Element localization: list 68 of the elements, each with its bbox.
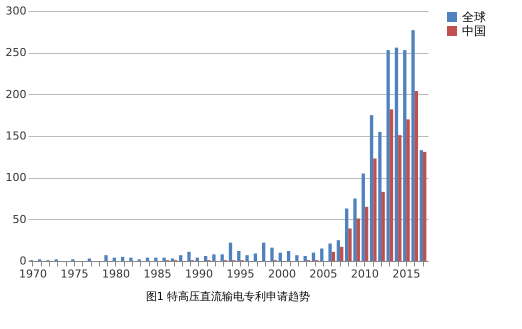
x-tick-label: 1990 <box>184 268 213 280</box>
bar <box>286 251 290 261</box>
bar <box>120 256 124 261</box>
bar <box>353 198 357 261</box>
bar <box>398 135 402 261</box>
bar <box>112 258 116 261</box>
bar <box>423 152 426 261</box>
bar <box>370 115 374 261</box>
bar <box>336 240 340 261</box>
y-tick-label: 100 <box>6 171 26 184</box>
bar <box>406 119 410 261</box>
bar <box>345 208 348 261</box>
x-tick-label: 2005 <box>309 268 338 280</box>
bar <box>204 256 208 261</box>
bar <box>364 206 368 261</box>
bar <box>411 30 415 261</box>
bar <box>378 132 382 261</box>
bar <box>332 252 336 261</box>
legend-label: 全球 <box>462 10 486 24</box>
x-tick-label: 1975 <box>60 268 88 280</box>
bar <box>129 258 133 261</box>
bar <box>386 50 390 261</box>
bar <box>278 252 282 261</box>
x-tick-label: 2015 <box>392 268 420 280</box>
bar <box>237 251 240 261</box>
bar <box>196 258 199 261</box>
bar <box>270 248 274 261</box>
x-tick-label: 2000 <box>268 268 296 280</box>
bar <box>414 91 418 261</box>
bar <box>362 174 365 261</box>
bar <box>245 255 249 261</box>
bar <box>162 258 166 261</box>
caption: 图1 特高压直流输电专利申请趋势 <box>146 290 310 303</box>
y-tick-label: 50 <box>12 212 26 226</box>
bar <box>312 252 316 261</box>
bar <box>179 255 182 261</box>
bar <box>262 242 266 261</box>
bar <box>104 255 108 261</box>
y-tick-label: 300 <box>6 4 26 18</box>
x-tick-label: 1970 <box>18 268 47 280</box>
x-tick-label: 1985 <box>143 268 172 280</box>
bar <box>420 150 424 261</box>
bar <box>295 255 299 261</box>
bar <box>403 50 406 261</box>
bar <box>356 218 360 261</box>
x-tick-label: 2010 <box>350 268 379 280</box>
y-tick-label: 200 <box>6 88 26 101</box>
y-tick-label: 150 <box>6 130 26 142</box>
bar <box>212 254 216 261</box>
bar <box>154 258 158 261</box>
legend-label: 中国 <box>462 24 486 38</box>
bar <box>228 242 232 261</box>
bar <box>340 246 344 261</box>
bar <box>146 258 150 261</box>
x-tick-label: 1995 <box>226 268 254 280</box>
bar <box>382 192 385 261</box>
y-tick-label: 250 <box>6 46 26 60</box>
bar <box>394 48 398 261</box>
bar <box>390 109 394 261</box>
bar <box>254 254 258 261</box>
bar <box>328 244 332 261</box>
bar <box>320 248 324 261</box>
y-tick-label: 0 <box>20 254 26 268</box>
x-tick-label: 1980 <box>102 268 130 280</box>
bar <box>373 158 377 261</box>
bar <box>348 228 352 261</box>
bar <box>220 254 224 261</box>
bar <box>304 256 307 261</box>
